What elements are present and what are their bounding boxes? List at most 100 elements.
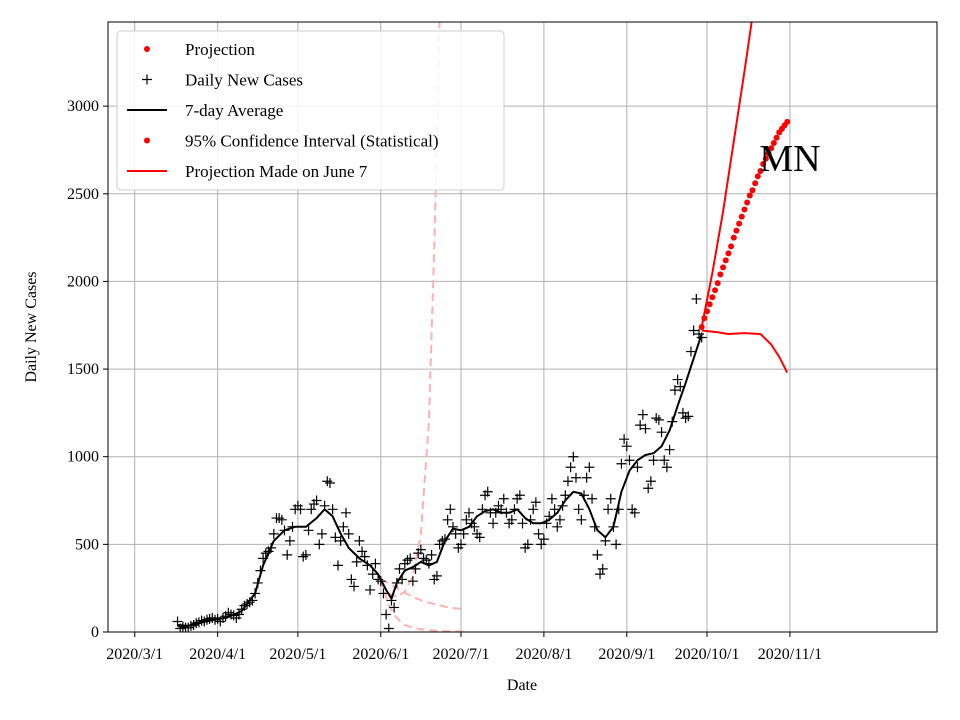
legend-plus-marker <box>142 74 152 85</box>
data-point <box>656 427 667 438</box>
projection-point <box>728 243 735 250</box>
data-point <box>418 553 429 564</box>
data-point <box>549 504 560 515</box>
legend-label: Projection Made on June 7 <box>185 162 368 181</box>
legend-label: 7-day Average <box>185 101 283 120</box>
data-point <box>349 581 360 592</box>
data-point <box>327 504 338 515</box>
data-point <box>455 539 466 550</box>
y-tick-label: 0 <box>91 624 99 641</box>
data-point <box>592 549 603 560</box>
data-point <box>407 576 418 587</box>
data-point <box>415 544 426 555</box>
data-point <box>367 569 378 580</box>
y-tick-label: 1500 <box>67 361 99 378</box>
projection-point <box>768 145 775 152</box>
data-point <box>552 521 563 532</box>
data-point <box>343 528 354 539</box>
data-point <box>306 504 317 515</box>
projection-point <box>752 180 759 187</box>
series-95-ci-upper <box>700 22 753 328</box>
data-point <box>632 462 643 473</box>
data-point <box>597 563 608 574</box>
data-point <box>587 493 598 504</box>
data-point <box>461 514 472 525</box>
plot-frame <box>107 21 938 633</box>
y-tick-label: 500 <box>75 536 99 553</box>
data-point <box>637 409 648 420</box>
legend-dot-marker <box>144 137 150 144</box>
data-point <box>506 514 517 525</box>
y-tick-label: 3000 <box>67 98 99 115</box>
x-axis: 2020/3/1 2020/4/1 2020/5/1 2020/6/1 2020/7/1… <box>106 632 822 663</box>
projection-point <box>741 206 748 213</box>
data-point <box>621 441 632 452</box>
data-point <box>378 588 389 599</box>
y-axis: 0 500 1000 1500 2000 2500 3000 <box>67 98 108 641</box>
projection-point <box>765 150 772 157</box>
data-point <box>426 549 437 560</box>
data-point <box>685 346 696 357</box>
data-point <box>359 551 370 562</box>
series-line <box>701 329 789 374</box>
data-point <box>445 504 456 515</box>
data-point <box>528 504 539 515</box>
data-point <box>659 455 670 466</box>
x-tick-label: 2020/4/1 <box>189 646 246 663</box>
data-point <box>332 560 343 571</box>
projection-point <box>770 139 777 146</box>
data-point <box>316 528 327 539</box>
projection-point <box>738 213 745 220</box>
legend-item: 95% Confidence Interval (Statistical) <box>144 132 439 151</box>
data-point <box>274 513 285 524</box>
data-point <box>688 325 699 336</box>
projection-point <box>712 287 719 294</box>
data-point <box>584 462 595 473</box>
data-point <box>357 546 368 557</box>
data-point <box>314 539 325 550</box>
data-point <box>522 539 533 550</box>
data-point <box>645 476 656 487</box>
data-point <box>177 621 188 632</box>
data-point <box>554 514 565 525</box>
data-point <box>464 507 475 518</box>
legend: Projection Daily New Cases 7-day Average 95… <box>116 30 505 191</box>
x-tick-label: 2020/6/1 <box>352 646 409 663</box>
legend-box <box>116 30 505 191</box>
data-point <box>624 455 635 466</box>
data-point <box>533 528 544 539</box>
projection-point <box>760 160 767 167</box>
data-point <box>474 532 485 543</box>
data-point <box>560 490 571 501</box>
data-point <box>498 493 509 504</box>
projection-point <box>736 220 743 227</box>
data-point <box>431 570 442 581</box>
legend-label: 95% Confidence Interval (Statistical) <box>185 132 439 151</box>
data-point <box>402 555 413 566</box>
data-point <box>680 413 691 424</box>
data-point <box>648 455 659 466</box>
series-projection <box>698 118 791 330</box>
projection-point <box>744 199 751 206</box>
projection-point <box>746 192 753 199</box>
data-point <box>405 553 416 564</box>
data-point <box>605 493 616 504</box>
projection-point <box>762 155 769 162</box>
data-point <box>683 411 694 422</box>
projection-point <box>749 187 756 194</box>
data-point <box>651 413 662 424</box>
projection-point <box>773 134 780 141</box>
projection-point <box>701 315 708 322</box>
series-line <box>700 22 753 328</box>
data-point <box>311 495 322 506</box>
data-point <box>469 521 480 532</box>
data-point <box>664 444 675 455</box>
data-point <box>619 434 630 445</box>
data-point <box>568 451 579 462</box>
x-tick-label: 2020/9/1 <box>598 646 655 663</box>
data-point <box>570 472 581 483</box>
legend-dot-marker <box>144 46 150 52</box>
data-point <box>530 497 541 508</box>
legend-label: Projection <box>185 40 255 59</box>
data-point <box>370 558 381 569</box>
